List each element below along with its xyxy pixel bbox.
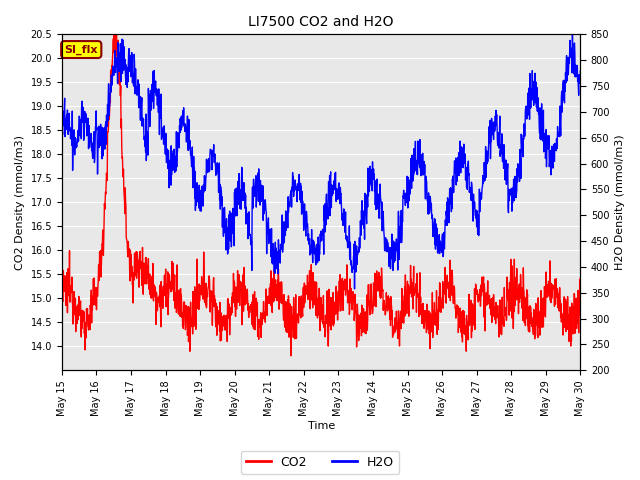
CO2 [120, 167, 127, 172]
Y-axis label: H2O Density (mmol/m3): H2O Density (mmol/m3) [615, 134, 625, 270]
H2O [577, 68, 584, 73]
X-axis label: Time: Time [308, 421, 335, 432]
CO2 [289, 335, 297, 340]
Y-axis label: CO2 Density (mmol/m3): CO2 Density (mmol/m3) [15, 135, 25, 270]
CO2 [278, 301, 286, 307]
Text: SI_flx: SI_flx [65, 45, 98, 55]
CO2 [299, 313, 307, 319]
CO2 [287, 353, 295, 359]
CO2 [354, 309, 362, 314]
H2O [298, 189, 306, 194]
H2O [278, 235, 285, 241]
H2O [353, 250, 361, 256]
CO2 [58, 297, 66, 303]
H2O [119, 56, 127, 61]
CO2 [577, 275, 584, 281]
Title: LI7500 CO2 and H2O: LI7500 CO2 and H2O [248, 15, 394, 29]
Line: H2O: H2O [62, 33, 580, 289]
H2O [568, 30, 576, 36]
Legend: CO2, H2O: CO2, H2O [241, 451, 399, 474]
CO2 [98, 241, 106, 247]
H2O [289, 169, 296, 175]
H2O [98, 156, 106, 162]
CO2 [113, 27, 120, 33]
H2O [58, 132, 66, 138]
Line: CO2: CO2 [62, 30, 580, 356]
H2O [351, 286, 358, 292]
